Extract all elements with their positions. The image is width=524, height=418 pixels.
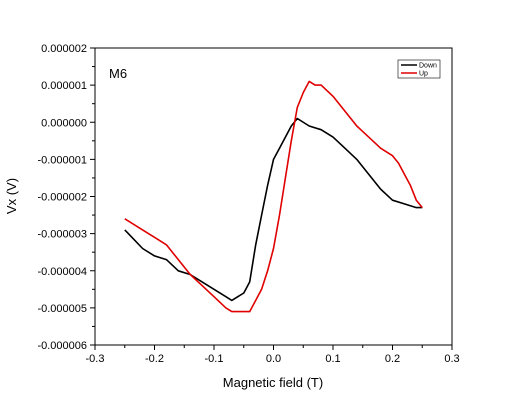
y-tick-label: 0.000000 xyxy=(41,117,87,129)
x-tick-label: -0.1 xyxy=(205,353,224,365)
series-layer xyxy=(124,80,423,313)
y-tick-label: -0.000003 xyxy=(37,229,87,241)
y-tick-label: -0.000004 xyxy=(37,266,87,278)
legend: Down Up xyxy=(397,59,441,79)
y-axis: 0.000002 0.000001 0.000000 -0.000001 -0.0000… xyxy=(37,43,95,352)
plot-frame xyxy=(94,47,453,346)
y-tick-label: -0.000001 xyxy=(37,154,87,166)
x-tick-label: 0.0 xyxy=(266,353,281,365)
legend-label-up: Up xyxy=(419,71,428,78)
x-tick-label: 0.3 xyxy=(444,353,459,365)
y-tick-label: -0.000006 xyxy=(37,340,87,352)
x-tick-label: 0.2 xyxy=(385,353,400,365)
x-tick-label: 0.1 xyxy=(325,353,340,365)
y-tick-label: 0.000001 xyxy=(41,80,87,92)
panel-label: M6 xyxy=(109,66,127,81)
y-tick-label: -0.000002 xyxy=(37,192,87,204)
y-tick-label: 0.000002 xyxy=(41,43,87,55)
y-axis-title: Vx (V) xyxy=(4,178,19,214)
x-axis-title: Magnetic field (T) xyxy=(223,375,323,390)
x-tick-label: -0.2 xyxy=(145,353,164,365)
x-axis: -0.3 -0.2 -0.1 0.0 0.1 0.2 0.3 xyxy=(86,345,460,365)
legend-label-down: Down xyxy=(419,63,437,70)
x-tick-label: -0.3 xyxy=(86,353,105,365)
series-line-up xyxy=(124,80,423,313)
y-tick-label: -0.000005 xyxy=(37,303,87,315)
